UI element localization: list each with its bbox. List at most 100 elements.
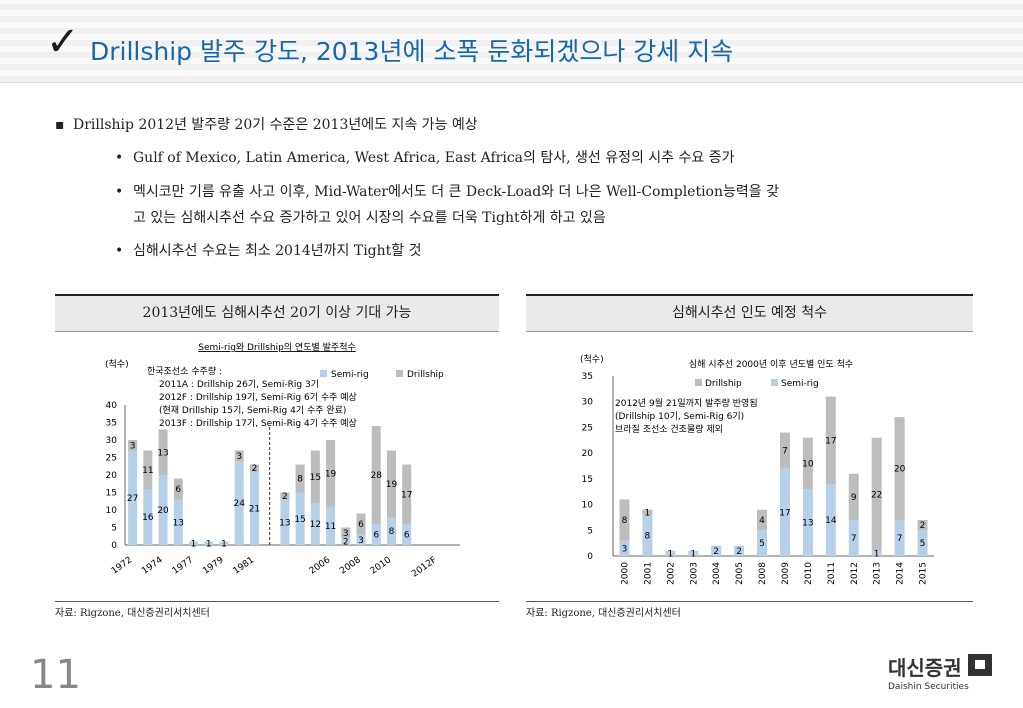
- left-chart-panel: 2013년에도 심해시추선 20기 이상 기대 가능 Semi-rig와 Dri…: [55, 294, 499, 602]
- check-icon: ✓: [46, 19, 80, 65]
- data-label-semi: 6: [373, 531, 379, 541]
- bar-semi-rig: [917, 530, 928, 556]
- bar-drillship: [143, 450, 153, 489]
- x-tick-label: 2004: [712, 562, 722, 585]
- annotation-line: 2012년 9월 21일까지 발주량 반영됨: [615, 397, 758, 409]
- data-label-drill: 4: [759, 516, 765, 526]
- bar-drillship: [917, 520, 928, 531]
- data-label-semi: 14: [825, 516, 837, 526]
- header-bar: ✓ Drillship 발주 강도, 2013년에 소폭 둔화되겠으나 강세 지…: [0, 0, 1023, 83]
- bullet-sub-1-text: Gulf of Mexico, Latin America, West Afri…: [133, 150, 735, 166]
- bar-drillship: [280, 492, 290, 500]
- bar-semi-rig: [341, 538, 351, 545]
- bullet-sub-2: • 멕시코만 기름 유출 사고 이후, Mid-Water에서도 더 큰 Deck…: [115, 181, 779, 201]
- data-label-semi: 2: [343, 538, 349, 548]
- legend-swatch-drill: [396, 370, 403, 377]
- bar-drillship: [825, 396, 836, 484]
- y-tick-label: 15: [582, 475, 593, 485]
- bar-semi-rig: [402, 524, 412, 545]
- left-panel-title: 2013년에도 심해시추선 20기 이상 기대 가능: [55, 296, 499, 332]
- bar-semi-rig: [280, 499, 290, 545]
- data-label-drill: 3: [236, 452, 242, 462]
- logo-mark-icon: [968, 654, 992, 676]
- data-label-semi: 3: [622, 544, 628, 554]
- x-tick-label: 1979: [201, 555, 226, 576]
- bullet-sub-2-cont: 고 있는 심해시추선 수요 증가하고 있어 시장의 수요를 더욱 Tight하게…: [133, 207, 606, 227]
- bar-semi-rig: [802, 489, 813, 556]
- x-tick-label: 2008: [338, 555, 363, 576]
- data-label-drill: 10: [802, 459, 814, 469]
- bar-semi-rig: [326, 506, 336, 545]
- annotation-line: (현재 Drillship 15기, Semi-Rig 4기 수주 완료): [159, 405, 346, 416]
- bar-semi-rig: [189, 541, 199, 545]
- left-source: 자료: Rigzone, 대신증권리서치센터: [55, 608, 210, 619]
- bar-drillship: [802, 437, 813, 490]
- data-label-semi: 13: [173, 518, 184, 528]
- bar-semi-rig: [779, 468, 790, 556]
- bar-drillship: [386, 450, 396, 517]
- y-tick-label: 5: [111, 524, 117, 534]
- data-label-semi: 27: [127, 494, 138, 504]
- data-label-drill: 9: [851, 493, 857, 503]
- data-label-semi: 15: [294, 515, 305, 525]
- data-label-semi: 1: [667, 549, 673, 559]
- data-label-semi: 8: [389, 527, 395, 537]
- x-tick-label: 2008: [758, 562, 768, 585]
- data-label-drill: 3: [130, 441, 136, 451]
- bar-drillship: [128, 440, 138, 451]
- bar-semi-rig: [173, 499, 183, 545]
- annotation-line: 2013F : Drillship 17기, Semi-Rig 4기 수주 예상: [159, 418, 357, 429]
- data-label-semi: 1: [191, 539, 197, 549]
- bullet-sub-3: • 심해시추선 수요는 최소 2014년까지 Tight할 것: [115, 240, 422, 260]
- dot-bullet-icon: •: [115, 150, 124, 166]
- deliveries-chart: 심해 시추선 2000년 이후 년도별 인도 척수(척수)05101520253…: [580, 354, 934, 585]
- bar-semi-rig: [234, 461, 244, 545]
- legend-label-semi: Semi-rig: [331, 370, 369, 380]
- annotation-line: (Drillship 10기, Semi-Rig 6기): [615, 411, 744, 422]
- y-tick-label: 25: [106, 454, 117, 464]
- x-tick-label: 2011: [827, 562, 837, 585]
- annotation-line: 한국조선소 수주량 :: [147, 365, 222, 377]
- data-label-drill: 3: [343, 529, 349, 539]
- data-label-drill: 1: [645, 508, 651, 518]
- data-label-drill: 13: [157, 448, 168, 458]
- data-label-drill: 17: [825, 436, 836, 446]
- y-tick-label: 0: [587, 552, 593, 562]
- bar-drillship: [249, 464, 259, 472]
- right-panel-title: 심해시추선 인도 예정 척수: [526, 296, 973, 332]
- bar-drillship: [894, 417, 905, 520]
- x-tick-label: 2010: [804, 562, 814, 585]
- bar-semi-rig: [356, 534, 366, 545]
- data-label-semi: 16: [142, 513, 154, 523]
- x-tick-label: 2010: [369, 555, 394, 576]
- bar-semi-rig: [894, 520, 905, 556]
- right-source: 자료: Rigzone, 대신증권리서치센터: [526, 608, 681, 619]
- bar-semi-rig: [310, 503, 320, 545]
- data-label-semi: 1: [690, 549, 696, 559]
- x-tick-label: 2014: [896, 562, 906, 585]
- y-tick-label: 20: [582, 449, 594, 459]
- data-label-semi: 1: [874, 549, 880, 559]
- bullet-sub-3-text: 심해시추선 수요는 최소 2014년까지 Tight할 것: [133, 243, 422, 259]
- y-axis-label: (척수): [580, 354, 604, 365]
- bar-drillship: [326, 440, 336, 507]
- data-label-semi: 7: [851, 534, 857, 544]
- x-tick-label: 2003: [689, 562, 699, 585]
- right-chart-panel: 심해시추선 인도 예정 척수 심해 시추선 2000년 이후 년도별 인도 척수…: [526, 294, 973, 602]
- x-tick-label: 2006: [308, 555, 333, 576]
- bar-drillship: [402, 464, 412, 524]
- x-tick-label: 2002: [666, 562, 676, 585]
- data-label-semi: 7: [897, 534, 903, 544]
- bar-semi-rig: [757, 530, 768, 556]
- page-number: 11: [30, 652, 81, 698]
- bar-drillship: [310, 450, 320, 503]
- data-label-drill: 2: [282, 492, 288, 502]
- data-label-drill: 6: [175, 485, 181, 495]
- y-tick-label: 20: [106, 471, 118, 481]
- x-tick-label: 2009: [781, 562, 791, 585]
- logo-korean: 대신증권: [888, 656, 962, 680]
- bar-semi-rig: [665, 550, 676, 556]
- data-label-semi: 24: [233, 499, 245, 509]
- data-label-drill: 2: [920, 521, 926, 531]
- x-tick-label: 2000: [620, 562, 630, 585]
